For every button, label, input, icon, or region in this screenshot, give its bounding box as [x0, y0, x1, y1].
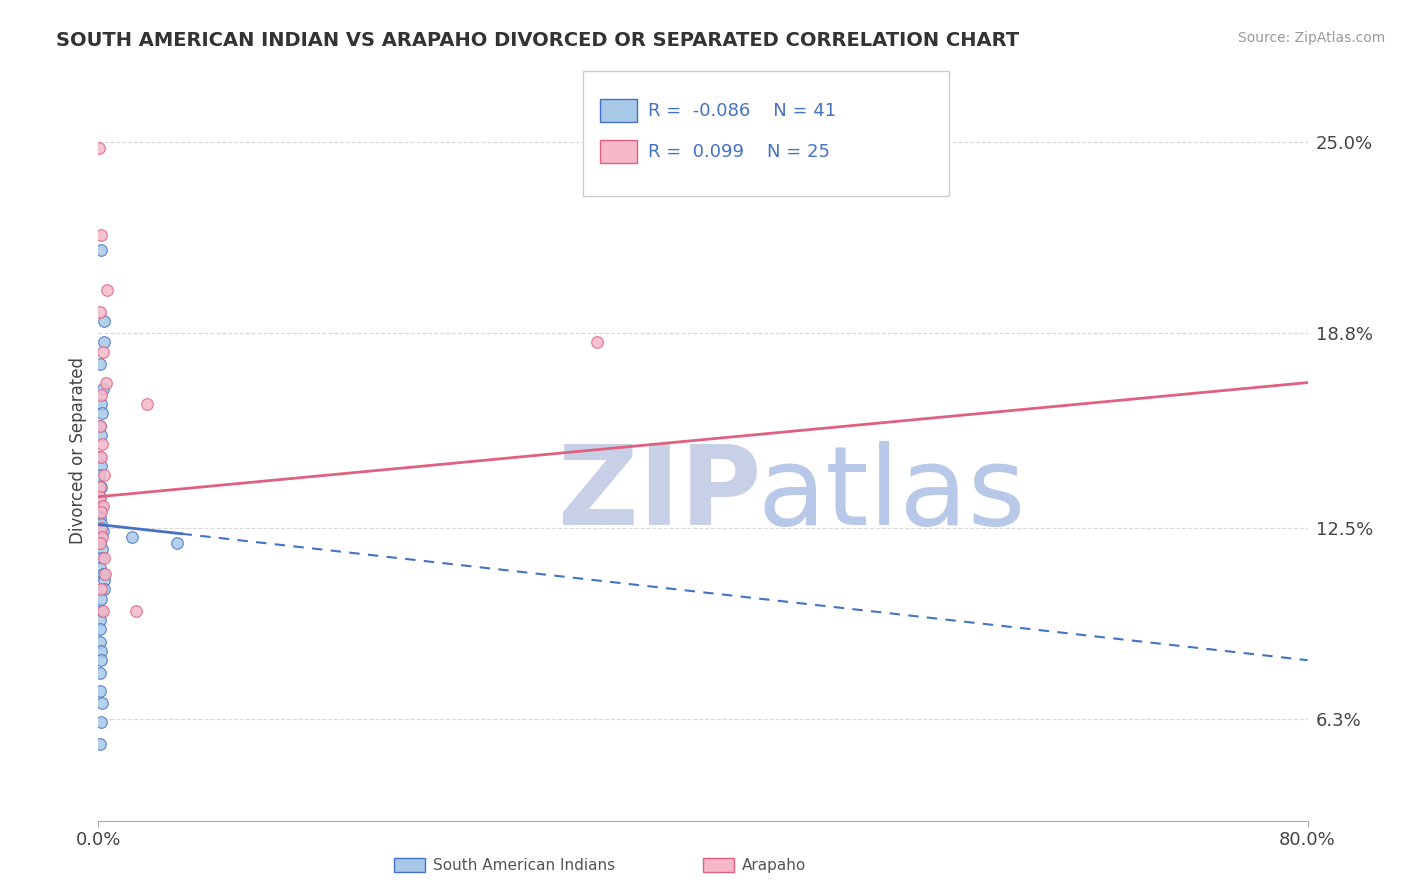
Point [89, 304, 111, 318]
Point [91, 566, 114, 581]
Point [89, 634, 111, 648]
Point [91, 437, 114, 451]
Point [90, 428, 112, 442]
Point [89, 418, 111, 433]
Text: atlas: atlas [758, 442, 1026, 549]
Point [90, 388, 112, 402]
Text: SOUTH AMERICAN INDIAN VS ARAPAHO DIVORCED OR SEPARATED CORRELATION CHART: SOUTH AMERICAN INDIAN VS ARAPAHO DIVORCE… [56, 31, 1019, 50]
Point [89, 450, 111, 464]
Point [93, 582, 115, 597]
Point [90, 604, 112, 618]
Point [89, 490, 111, 504]
Point [91, 697, 114, 711]
Point [89, 737, 111, 751]
Text: South American Indians: South American Indians [433, 858, 616, 872]
Point [135, 397, 157, 411]
Point [90, 458, 112, 473]
Point [89, 481, 111, 495]
Text: Arapaho: Arapaho [742, 858, 807, 872]
Point [91, 382, 114, 396]
Point [89, 536, 111, 550]
Point [89, 665, 111, 680]
Point [94, 376, 117, 390]
Point [90, 591, 112, 606]
Text: R =  0.099    N = 25: R = 0.099 N = 25 [648, 143, 830, 161]
Point [90, 520, 112, 534]
Point [96, 283, 118, 297]
Point [93, 551, 115, 566]
Point [90, 243, 112, 257]
Point [93, 468, 115, 483]
Point [90, 653, 112, 667]
Point [89, 357, 111, 371]
Text: R =  -0.086    N = 41: R = -0.086 N = 41 [648, 102, 837, 120]
Point [90, 397, 112, 411]
Point [90, 505, 112, 519]
Point [90, 551, 112, 566]
Point [89, 505, 111, 519]
Point [91, 499, 114, 513]
Point [89, 623, 111, 637]
Point [90, 582, 112, 597]
Point [89, 613, 111, 627]
Point [90, 517, 112, 532]
Point [89, 511, 111, 525]
Text: Source: ZipAtlas.com: Source: ZipAtlas.com [1237, 31, 1385, 45]
Point [89, 530, 111, 544]
Point [93, 314, 115, 328]
Point [90, 714, 112, 729]
Point [91, 407, 114, 421]
Point [94, 566, 117, 581]
Point [91, 524, 114, 538]
Point [89, 490, 111, 504]
Point [90, 644, 112, 658]
Point [586, 335, 609, 350]
Point [89, 141, 111, 155]
Point [91, 530, 114, 544]
Text: ZIP: ZIP [558, 442, 761, 549]
Point [125, 604, 148, 618]
Point [90, 499, 112, 513]
Point [89, 536, 111, 550]
Point [91, 542, 114, 557]
Point [93, 573, 115, 587]
Point [166, 536, 188, 550]
Point [91, 604, 114, 618]
Y-axis label: Divorced or Separated: Divorced or Separated [69, 357, 87, 544]
Point [89, 684, 111, 698]
Point [90, 481, 112, 495]
Point [90, 227, 112, 242]
Point [90, 450, 112, 464]
Point [93, 335, 115, 350]
Point [89, 560, 111, 574]
Point [121, 530, 143, 544]
Point [89, 468, 111, 483]
Point [91, 344, 114, 359]
Point [89, 418, 111, 433]
